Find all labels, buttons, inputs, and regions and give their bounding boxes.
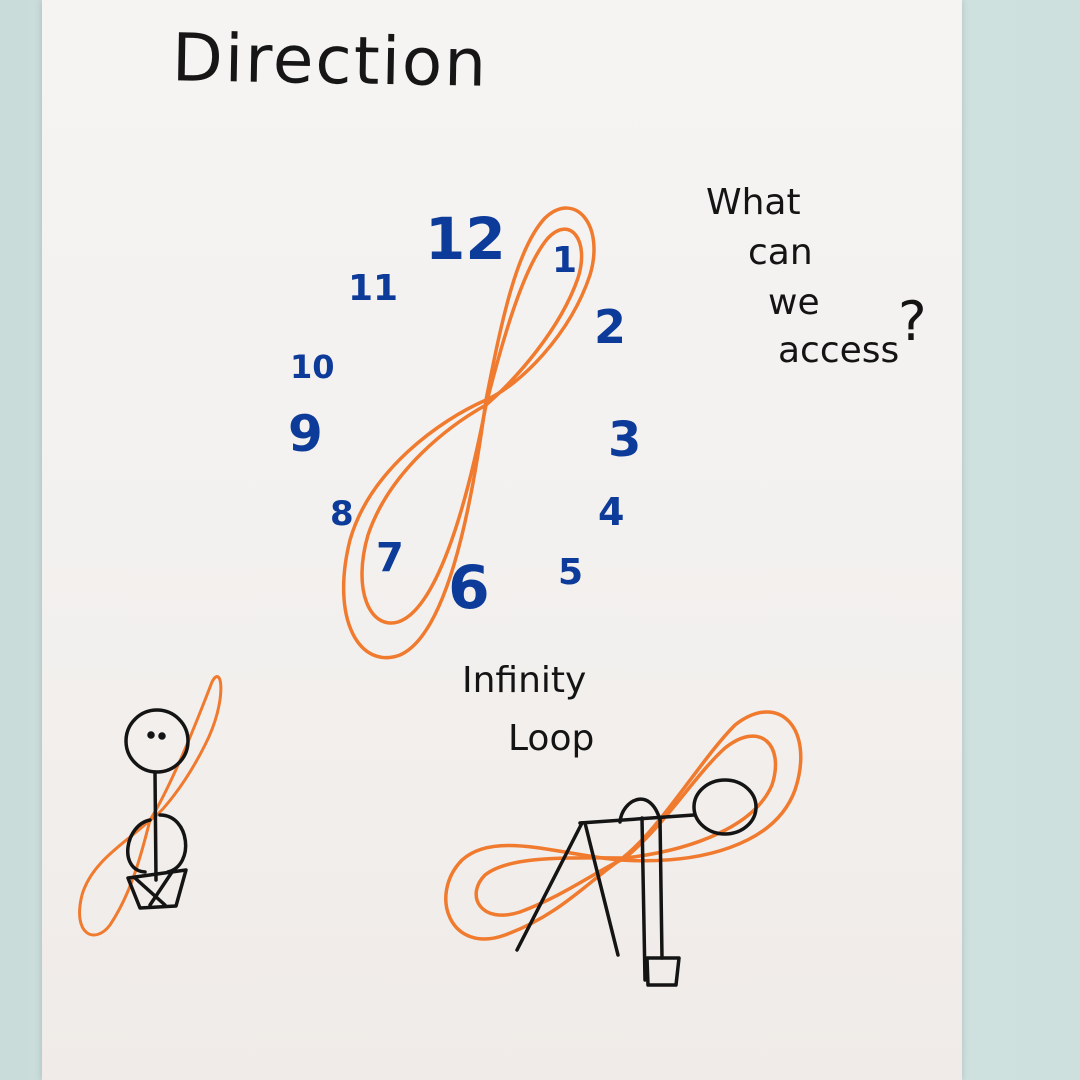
clock-number-10: 10 [290,348,335,386]
sitting-figure-infinity-loop [78,675,223,937]
clock-number-7: 7 [376,535,404,581]
clock-number-12: 12 [425,205,506,273]
infinity-label-line-1: Infinity [462,660,587,701]
clock-number-4: 4 [598,490,625,534]
clock-number-3: 3 [608,412,642,468]
bending-stick-figure [515,778,758,987]
clock-number-11: 11 [348,268,399,309]
clock-number-1: 1 [552,240,578,281]
question-line-3: we [768,282,820,323]
sitting-stick-figure [124,708,190,910]
question-mark: ? [898,290,927,353]
question-line-1: What [706,182,801,223]
infinity-label-line-2: Loop [508,718,595,759]
clock-number-9: 9 [288,405,323,463]
question-line-4: access [778,330,900,371]
clock-number-8: 8 [330,494,354,534]
clock-number-5: 5 [558,552,584,593]
bending-figure-infinity-loop [444,710,803,941]
paper-sheet [42,0,962,1080]
clock-infinity-loop [341,206,596,660]
clock-number-2: 2 [594,300,627,354]
question-line-2: can [748,232,813,273]
